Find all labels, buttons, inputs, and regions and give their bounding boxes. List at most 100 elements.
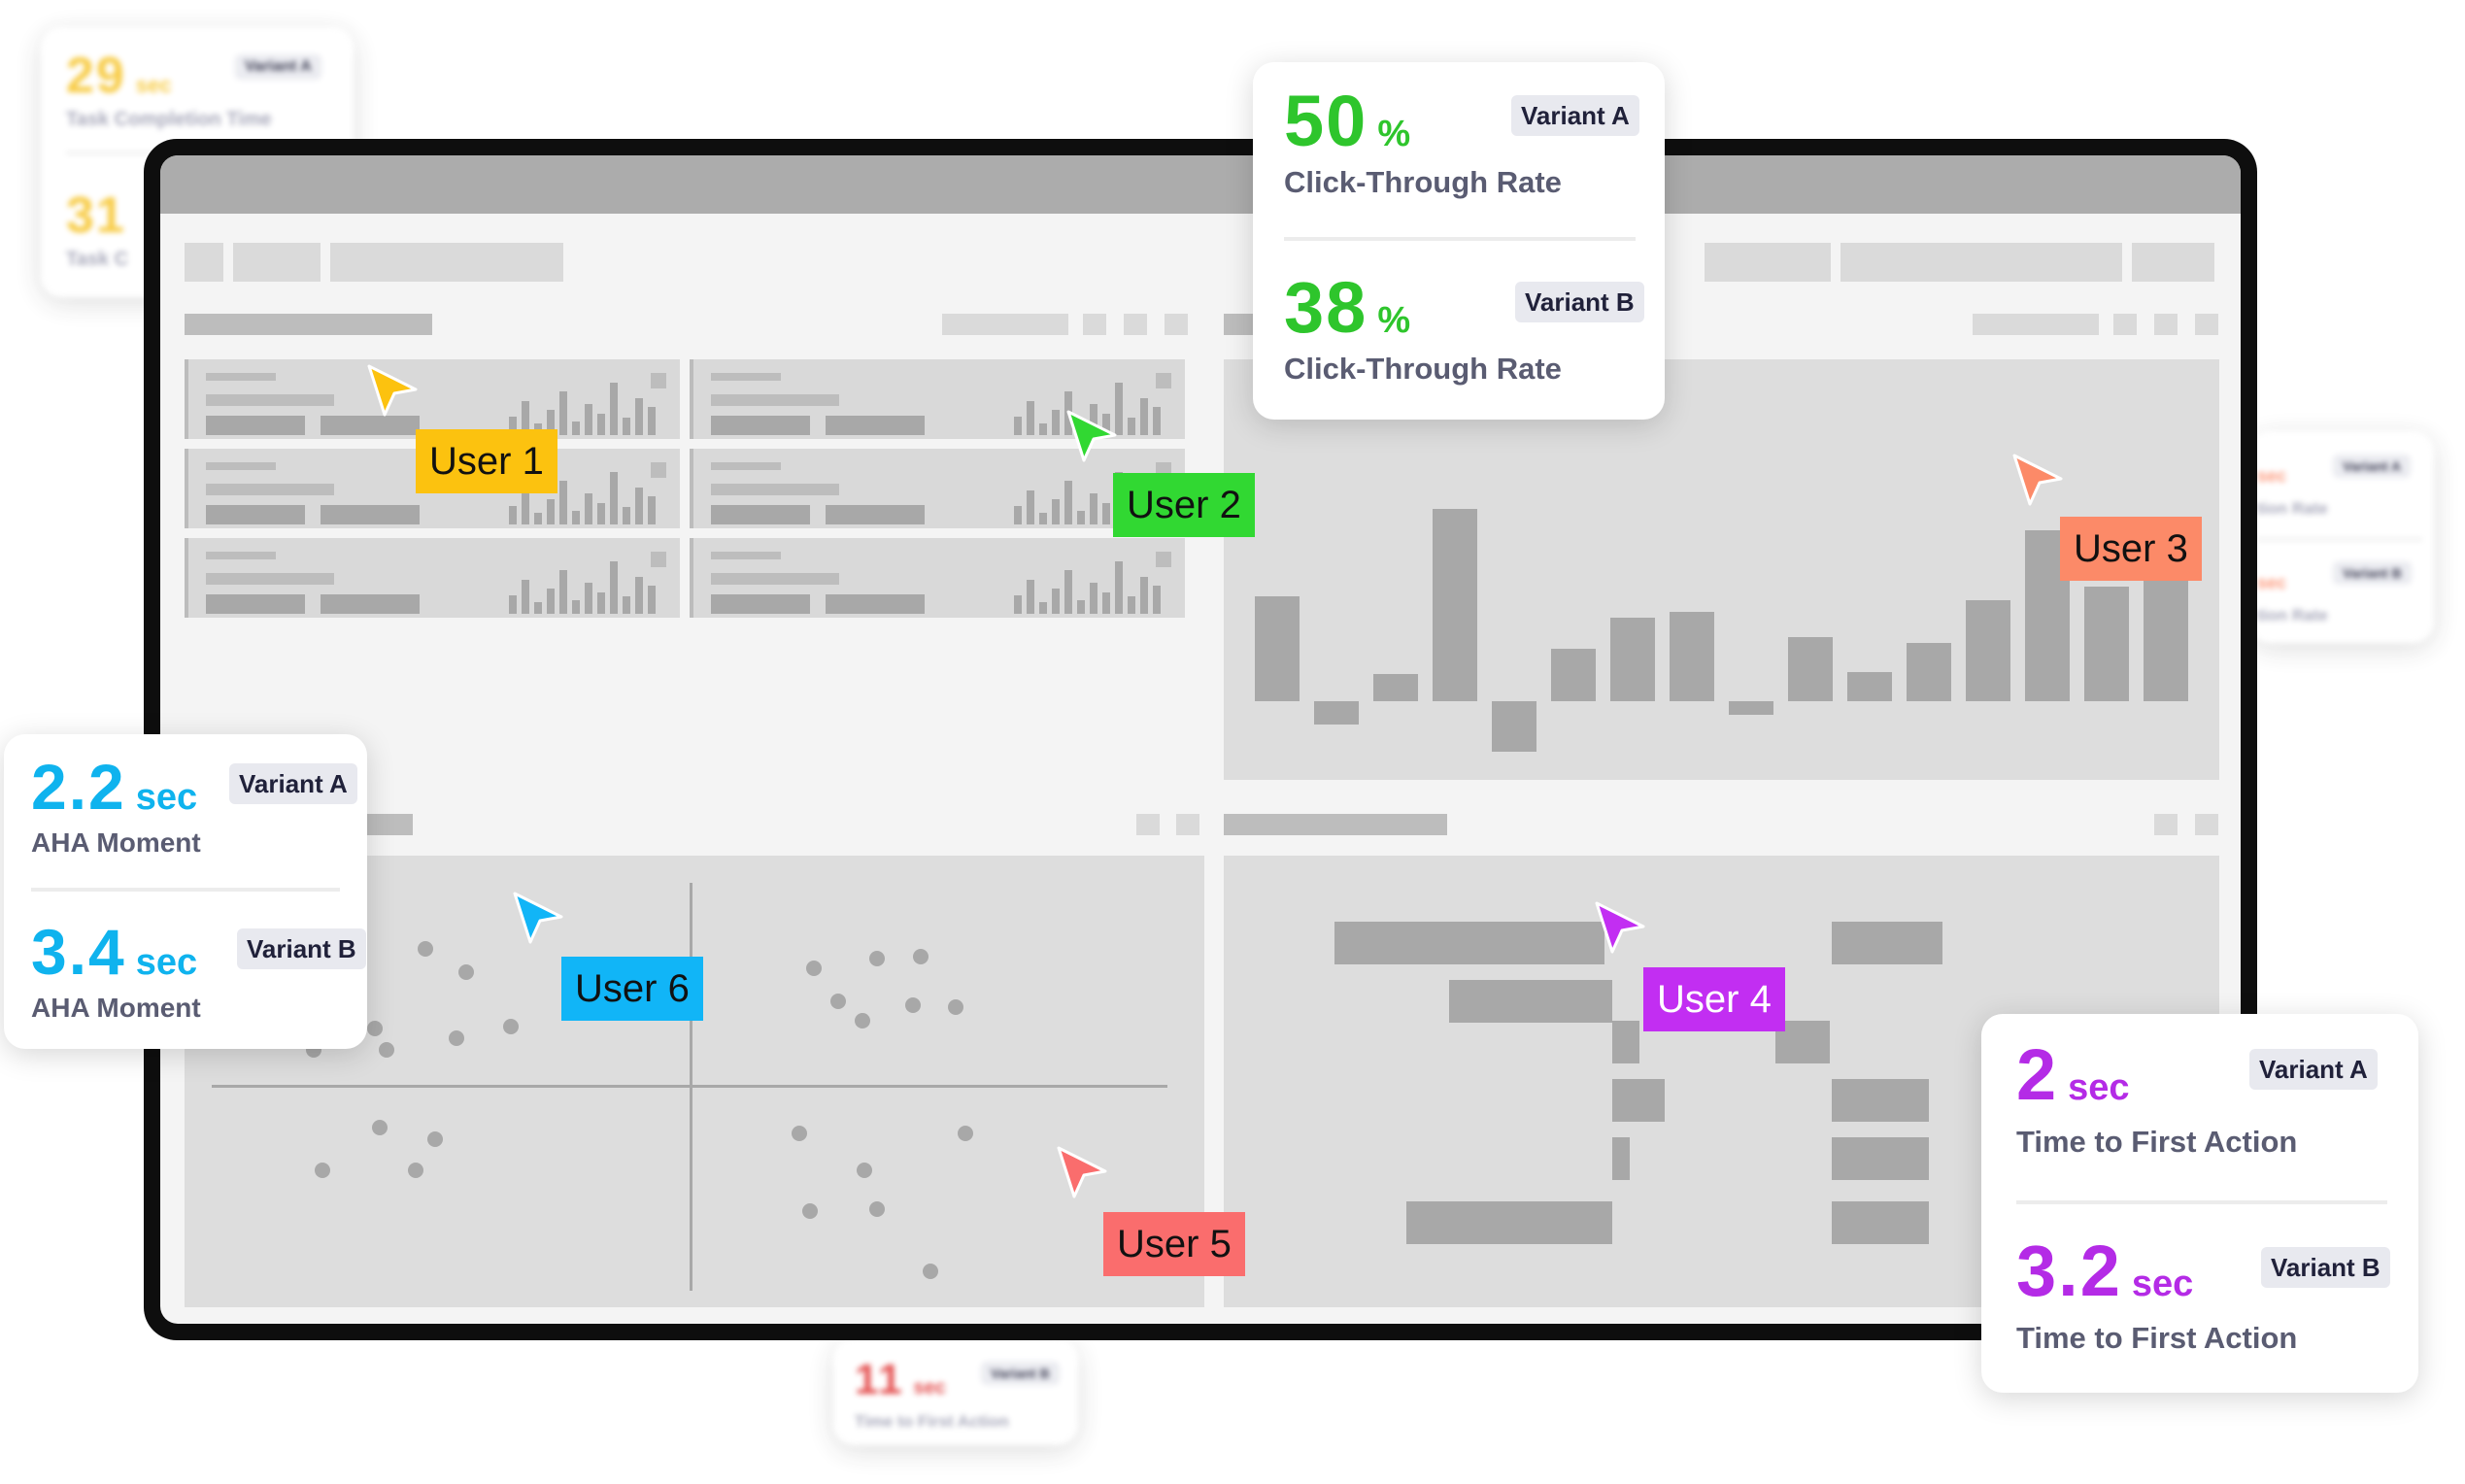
tile-mini-bar xyxy=(597,503,605,524)
time-to-first-action-card: 2 sec Variant A Time to First Action 3.2 s… xyxy=(1981,1014,2418,1393)
scatter-point xyxy=(427,1131,443,1147)
tile-mini-bar xyxy=(509,506,517,524)
section-header xyxy=(185,314,432,335)
ctr-a-value: 50 xyxy=(1284,81,1368,161)
user-2-cursor-icon xyxy=(1066,410,1117,462)
section-action xyxy=(1124,314,1147,335)
tile-mini-bar xyxy=(1153,586,1161,614)
tile-menu xyxy=(651,373,666,388)
tile-mini-bar xyxy=(648,496,656,524)
scatter-point xyxy=(923,1264,938,1279)
tile-mini-bar xyxy=(1027,401,1034,435)
tile-mini-bar xyxy=(522,401,529,435)
tile-mini-bar xyxy=(534,602,542,614)
tile-mini-bar xyxy=(597,414,605,435)
tile-mini-bar xyxy=(1014,417,1022,435)
tile-mini-bar xyxy=(1014,506,1022,524)
tile-mini-bar xyxy=(509,417,517,435)
scatter-point xyxy=(408,1163,423,1178)
tile-subtitle xyxy=(711,394,839,406)
tfa-b-label: Time to First Action xyxy=(2016,1321,2298,1355)
scatter-point xyxy=(806,961,822,976)
tile-value-block xyxy=(711,594,810,614)
bar xyxy=(1847,672,1892,701)
tile-value-block xyxy=(206,505,305,524)
task-b-label: Task C xyxy=(66,249,129,270)
gantt-bar xyxy=(1832,1079,1929,1122)
bar xyxy=(2144,571,2188,701)
tile-mini-bar xyxy=(585,583,592,614)
gantt-bar xyxy=(1406,1201,1612,1244)
task-a-label: Task Completion Time xyxy=(66,109,272,130)
task-a-variant: Variant A xyxy=(235,54,321,80)
tile-mini-bar xyxy=(547,499,555,524)
tile-value-block xyxy=(206,416,305,435)
widget-tile xyxy=(690,359,1185,439)
aha-a-unit: sec xyxy=(135,777,198,818)
tile-menu xyxy=(651,552,666,567)
tile-subtitle xyxy=(711,484,839,495)
bar xyxy=(1788,637,1833,701)
tile-mini-bar xyxy=(1140,577,1148,614)
user-1-label: User 1 xyxy=(416,429,557,493)
toolbar-placeholder xyxy=(1840,243,2122,282)
window-titlebar xyxy=(160,155,2241,214)
scatter-point xyxy=(372,1120,388,1135)
tile-mini-bar xyxy=(572,511,580,524)
ctr-b-label: Click-Through Rate xyxy=(1284,352,1562,386)
tile-menu xyxy=(1156,373,1171,388)
scatter-point xyxy=(905,997,921,1013)
gantt-bar xyxy=(1832,1201,1929,1244)
toolbar-placeholder xyxy=(185,243,223,282)
section-action xyxy=(2154,814,2178,835)
rate-b-unit: sec xyxy=(2257,573,2287,592)
bar xyxy=(1551,649,1596,701)
section-action xyxy=(1973,314,2099,335)
user-2-label: User 2 xyxy=(1113,473,1255,537)
toolbar-placeholder xyxy=(1705,243,1831,282)
gantt-bar xyxy=(1832,1137,1929,1180)
bar xyxy=(1433,509,1477,701)
tfa-a-label: Time to First Action xyxy=(2016,1125,2298,1159)
ctr-a-variant: Variant A xyxy=(1511,95,1639,136)
section-action xyxy=(2195,814,2218,835)
tile-mini-bar xyxy=(1128,418,1135,435)
scatter-point xyxy=(869,1201,885,1217)
tfa-a-unit: sec xyxy=(2068,1067,2130,1108)
section-action xyxy=(942,314,1068,335)
tile-subtitle xyxy=(206,484,334,495)
tile-mini-bar xyxy=(1153,407,1161,435)
section-action xyxy=(2154,314,2178,335)
toolbar-placeholder xyxy=(233,243,321,282)
scatter-point xyxy=(802,1203,818,1219)
aha-b-variant: Variant B xyxy=(237,928,366,969)
tile-mini-bar xyxy=(1027,490,1034,524)
user-3-cursor-icon xyxy=(2012,454,2063,506)
bar xyxy=(1373,674,1418,701)
tile-mini-bar xyxy=(1115,383,1123,435)
gantt-bar xyxy=(1449,980,1612,1023)
tile-mini-bar xyxy=(635,398,643,435)
section-header xyxy=(1224,814,1447,835)
tile-mini-bar xyxy=(623,418,630,435)
scatter-point xyxy=(857,1163,872,1178)
tile-menu xyxy=(1156,552,1171,567)
tile-mini-bar xyxy=(1039,602,1047,614)
scatter-point xyxy=(958,1126,973,1141)
tfa-small-unit: sec xyxy=(913,1377,946,1399)
tile-title xyxy=(711,552,781,559)
bar xyxy=(1729,701,1773,715)
rate-card-small: sec Variant A tion Rate sec Variant B ti… xyxy=(2249,431,2434,643)
click-through-rate-card: 50% Variant A Click-Through Rate 38% Var… xyxy=(1253,62,1665,420)
gantt-bar xyxy=(1612,1137,1630,1180)
scatter-point xyxy=(913,949,929,964)
bar xyxy=(2084,587,2129,701)
tile-mini-bar xyxy=(559,481,567,524)
ctr-b-variant: Variant B xyxy=(1515,282,1644,322)
tfa-a-variant: Variant A xyxy=(2249,1049,2378,1090)
scatter-point xyxy=(503,1019,519,1034)
rate-b-variant: Variant B xyxy=(2333,561,2412,585)
tile-mini-bar xyxy=(572,422,580,435)
tile-value-block xyxy=(321,416,420,435)
scatter-point xyxy=(830,994,846,1009)
